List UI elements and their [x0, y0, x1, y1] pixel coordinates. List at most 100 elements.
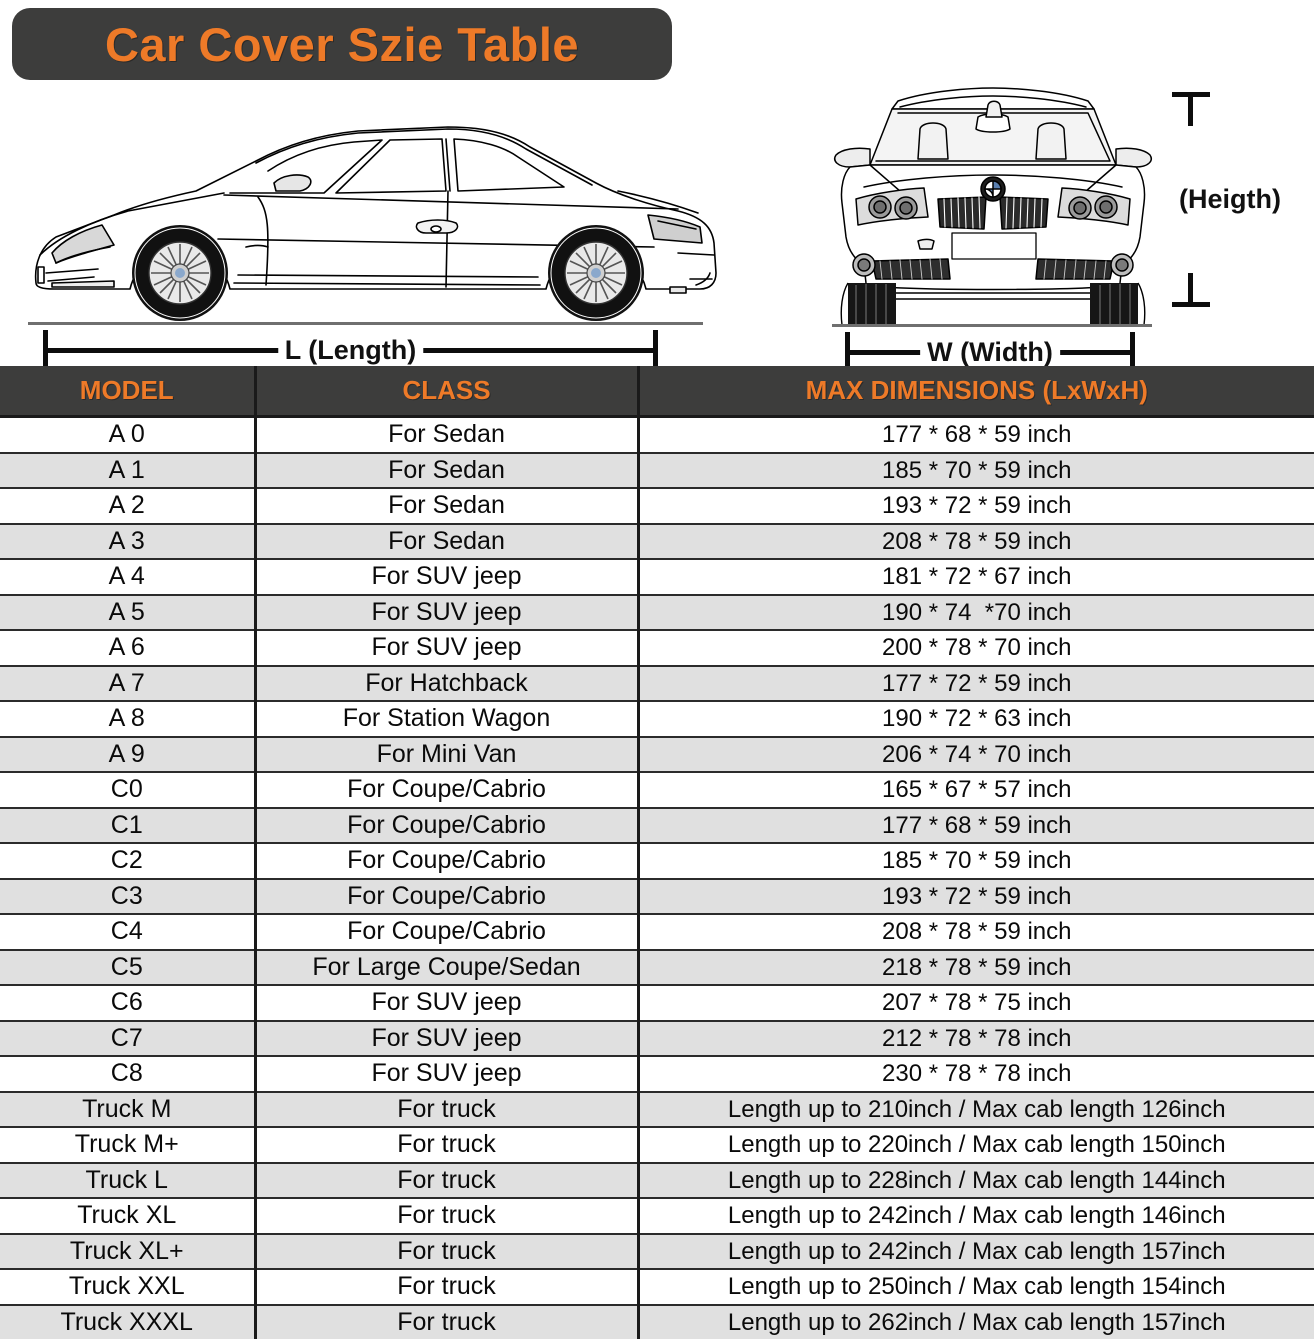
cell-dimensions: 208 * 78 * 59 inch — [638, 524, 1314, 560]
cell-dimensions: 206 * 74 * 70 inch — [638, 737, 1314, 773]
height-label: (Heigth) — [1172, 184, 1288, 215]
width-label: W (Width) — [920, 337, 1060, 368]
cell-class: For truck — [255, 1127, 638, 1163]
car-side-view-illustration — [18, 87, 728, 327]
cell-dimensions: 185 * 70 * 59 inch — [638, 843, 1314, 879]
cell-dimensions: Length up to 228inch / Max cab length 14… — [638, 1163, 1314, 1199]
cell-model: A 5 — [0, 595, 255, 631]
cell-dimensions: Length up to 220inch / Max cab length 15… — [638, 1127, 1314, 1163]
cell-model: Truck XL — [0, 1198, 255, 1234]
cell-dimensions: Length up to 242inch / Max cab length 15… — [638, 1234, 1314, 1270]
cell-class: For Coupe/Cabrio — [255, 843, 638, 879]
cell-model: Truck M+ — [0, 1127, 255, 1163]
cell-dimensions: 218 * 78 * 59 inch — [638, 950, 1314, 986]
cell-class: For SUV jeep — [255, 1056, 638, 1092]
page-title: Car Cover Szie Table — [105, 17, 579, 72]
cell-dimensions: 181 * 72 * 67 inch — [638, 559, 1314, 595]
cell-model: Truck XL+ — [0, 1234, 255, 1270]
cell-dimensions: 212 * 78 * 78 inch — [638, 1021, 1314, 1057]
wheel-front-side — [132, 225, 228, 321]
cell-model: C7 — [0, 1021, 255, 1057]
column-header-class: CLASS — [255, 366, 638, 417]
cell-class: For SUV jeep — [255, 595, 638, 631]
cell-dimensions: 177 * 68 * 59 inch — [638, 417, 1314, 453]
cell-model: C8 — [0, 1056, 255, 1092]
cell-dimensions: Length up to 242inch / Max cab length 14… — [638, 1198, 1314, 1234]
cell-class: For Sedan — [255, 417, 638, 453]
cell-model: A 7 — [0, 666, 255, 702]
cell-dimensions: 165 * 67 * 57 inch — [638, 772, 1314, 808]
cell-class: For Station Wagon — [255, 701, 638, 737]
cell-model: C2 — [0, 843, 255, 879]
cell-class: For Mini Van — [255, 737, 638, 773]
cell-model: A 2 — [0, 488, 255, 524]
cell-dimensions: 200 * 78 * 70 inch — [638, 630, 1314, 666]
cell-model: A 1 — [0, 453, 255, 489]
ground-line-side — [28, 322, 703, 325]
cell-class: For truck — [255, 1198, 638, 1234]
cell-class: For Sedan — [255, 453, 638, 489]
cell-dimensions: 193 * 72 * 59 inch — [638, 488, 1314, 524]
cell-class: For Sedan — [255, 524, 638, 560]
car-front-view-illustration — [820, 87, 1165, 327]
cell-model: C6 — [0, 985, 255, 1021]
cell-model: A 8 — [0, 701, 255, 737]
cell-dimensions: 193 * 72 * 59 inch — [638, 879, 1314, 915]
cell-class: For truck — [255, 1305, 638, 1339]
cell-dimensions: 208 * 78 * 59 inch — [638, 914, 1314, 950]
ground-line-front — [832, 324, 1152, 327]
cell-model: Truck M — [0, 1092, 255, 1128]
cell-dimensions: Length up to 262inch / Max cab length 15… — [638, 1305, 1314, 1339]
cell-model: Truck XXL — [0, 1269, 255, 1305]
cell-class: For Coupe/Cabrio — [255, 914, 638, 950]
cell-dimensions: Length up to 210inch / Max cab length 12… — [638, 1092, 1314, 1128]
cell-model: A 6 — [0, 630, 255, 666]
car-side-view-icon — [18, 87, 728, 327]
cell-class: For Coupe/Cabrio — [255, 808, 638, 844]
cell-class: For Large Coupe/Sedan — [255, 950, 638, 986]
cell-model: A 9 — [0, 737, 255, 773]
cell-dimensions: 177 * 72 * 59 inch — [638, 666, 1314, 702]
cell-dimensions: 177 * 68 * 59 inch — [638, 808, 1314, 844]
cell-class: For Hatchback — [255, 666, 638, 702]
cell-class: For truck — [255, 1269, 638, 1305]
cell-dimensions: 185 * 70 * 59 inch — [638, 453, 1314, 489]
cell-class: For Coupe/Cabrio — [255, 879, 638, 915]
column-header-dimensions: MAX DIMENSIONS (LxWxH) — [638, 366, 1314, 417]
cell-class: For SUV jeep — [255, 985, 638, 1021]
cell-dimensions: 190 * 72 * 63 inch — [638, 701, 1314, 737]
wheel-rear-side — [548, 225, 644, 321]
tire-right-front — [1090, 283, 1145, 325]
cell-class: For truck — [255, 1163, 638, 1199]
cell-dimensions: 230 * 78 * 78 inch — [638, 1056, 1314, 1092]
cell-class: For Sedan — [255, 488, 638, 524]
cell-class: For truck — [255, 1092, 638, 1128]
cell-model: C5 — [0, 950, 255, 986]
table-header-row: MODEL CLASS MAX DIMENSIONS (LxWxH) — [0, 366, 1314, 417]
cell-model: Truck XXXL — [0, 1305, 255, 1339]
tire-left-front — [841, 283, 896, 325]
cell-model: C0 — [0, 772, 255, 808]
length-label: L (Length) — [278, 335, 423, 366]
height-dimension: (Heigth) — [1172, 92, 1308, 307]
